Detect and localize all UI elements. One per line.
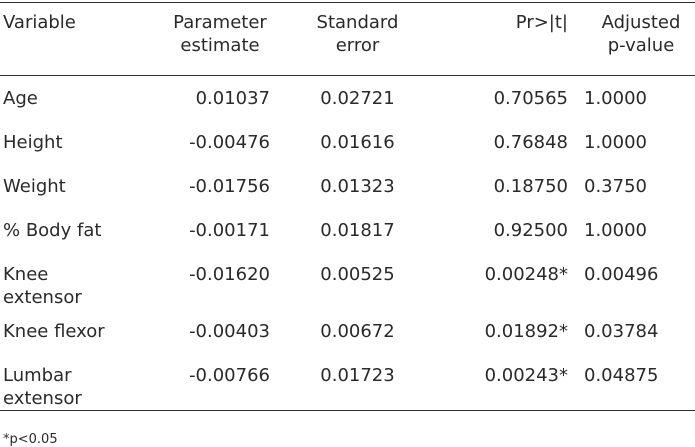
cell-text: Knee flexor [3, 321, 105, 342]
cell-text: 1.0000 [584, 132, 647, 153]
cell-text: 0.00248* [484, 264, 568, 285]
header-cell: Adjusted p-value [572, 2, 695, 76]
header-cell: Standard error [300, 2, 415, 76]
cell-text: Weight [3, 176, 66, 197]
cell-text: 0.02721 [320, 88, 395, 109]
cell-text: -0.00403 [189, 321, 270, 342]
cell-text: 0.92500 [493, 220, 568, 241]
table-cell: 0.01817 [300, 208, 415, 252]
table-cell: 0.01323 [300, 164, 415, 208]
table-cell: 1.0000 [572, 120, 695, 164]
table-cell: Weight [0, 164, 150, 208]
cell-text: Standard error [316, 12, 399, 56]
results-table: Variable Parameter estimate Standard error… [0, 2, 695, 411]
cell-text: 0.01723 [320, 365, 395, 386]
cell-text: 1.0000 [584, 88, 647, 109]
table-cell: -0.00766 [150, 353, 300, 411]
cell-text: Adjusted p-value [601, 12, 681, 56]
table-cell: -0.00171 [150, 208, 300, 252]
table-cell: 0.00525 [300, 252, 415, 309]
cell-text: 0.01037 [195, 88, 270, 109]
cell-text: 0.70565 [493, 88, 568, 109]
table-cell: -0.00476 [150, 120, 300, 164]
cell-text: -0.00476 [189, 132, 270, 153]
table-cell: 0.03784 [572, 309, 695, 353]
cell-text: -0.01620 [189, 264, 270, 285]
table-cell: -0.01756 [150, 164, 300, 208]
cell-text: Age [3, 88, 38, 109]
table-row: Knee flexor -0.00403 0.00672 0.01892* 0.0378… [0, 309, 695, 353]
table-cell: 1.0000 [572, 208, 695, 252]
footnote: *p<0.05 [3, 432, 58, 447]
cell-text: 0.18750 [493, 176, 568, 197]
table-cell: 0.70565 [415, 76, 572, 121]
table-cell: -0.00403 [150, 309, 300, 353]
table-cell: Age [0, 76, 150, 121]
table-cell: 0.92500 [415, 208, 572, 252]
table-cell: 0.01892* [415, 309, 572, 353]
table-cell: 0.01616 [300, 120, 415, 164]
cell-text: -0.00766 [189, 365, 270, 386]
table-cell: 1.0000 [572, 76, 695, 121]
table-cell: -0.01620 [150, 252, 300, 309]
cell-text: Height [3, 132, 63, 153]
table-cell: Knee extensor [0, 252, 150, 309]
header-cell: Parameter estimate [150, 2, 300, 76]
cell-text: Parameter estimate [173, 12, 267, 56]
table-cell: % Body fat [0, 208, 150, 252]
header-cell: Pr>|t| [415, 2, 572, 76]
table-cell: 0.00248* [415, 252, 572, 309]
cell-text: Variable [3, 12, 76, 33]
table-row: Weight -0.01756 0.01323 0.18750 0.3750 [0, 164, 695, 208]
header-row: Variable Parameter estimate Standard error… [0, 2, 695, 76]
table-cell: 0.76848 [415, 120, 572, 164]
cell-text: 0.00243* [484, 365, 568, 386]
cell-text: Pr>|t| [515, 12, 568, 33]
table-row: % Body fat -0.00171 0.01817 0.92500 1.0000 [0, 208, 695, 252]
cell-text: Lumbar extensor [3, 365, 82, 409]
table-row: Age 0.01037 0.02721 0.70565 1.0000 [0, 76, 695, 121]
table-cell: 0.01037 [150, 76, 300, 121]
table-row: Height -0.00476 0.01616 0.76848 1.0000 [0, 120, 695, 164]
cell-text: -0.01756 [189, 176, 270, 197]
cell-text: 0.76848 [493, 132, 568, 153]
table-row: Knee extensor -0.01620 0.00525 0.00248* 0.00… [0, 252, 695, 309]
cell-text: % Body fat [3, 220, 102, 241]
header-cell: Variable [0, 2, 150, 76]
cell-text: 0.01323 [320, 176, 395, 197]
table-cell: Lumbar extensor [0, 353, 150, 411]
cell-text: 0.00496 [584, 264, 659, 285]
table-cell: 0.04875 [572, 353, 695, 411]
table-cell: 0.00243* [415, 353, 572, 411]
table-row: Lumbar extensor -0.00766 0.01723 0.00243* 0.… [0, 353, 695, 411]
cell-text: 0.01616 [320, 132, 395, 153]
table-cell: 0.18750 [415, 164, 572, 208]
cell-text: 0.00672 [320, 321, 395, 342]
table-cell: Knee flexor [0, 309, 150, 353]
table-cell: 0.00496 [572, 252, 695, 309]
table-cell: 0.02721 [300, 76, 415, 121]
cell-text: Knee extensor [3, 264, 82, 308]
table-cell: Height [0, 120, 150, 164]
cell-text: 0.04875 [584, 365, 659, 386]
cell-text: 0.03784 [584, 321, 659, 342]
table-cell: 0.3750 [572, 164, 695, 208]
cell-text: 0.00525 [320, 264, 395, 285]
cell-text: 0.01817 [320, 220, 395, 241]
table-cell: 0.00672 [300, 309, 415, 353]
cell-text: 1.0000 [584, 220, 647, 241]
cell-text: -0.00171 [189, 220, 270, 241]
table-body: Age 0.01037 0.02721 0.70565 1.0000 Height -0.0… [0, 76, 695, 411]
table-cell: 0.01723 [300, 353, 415, 411]
cell-text: 0.01892* [484, 321, 568, 342]
cell-text: 0.3750 [584, 176, 647, 197]
